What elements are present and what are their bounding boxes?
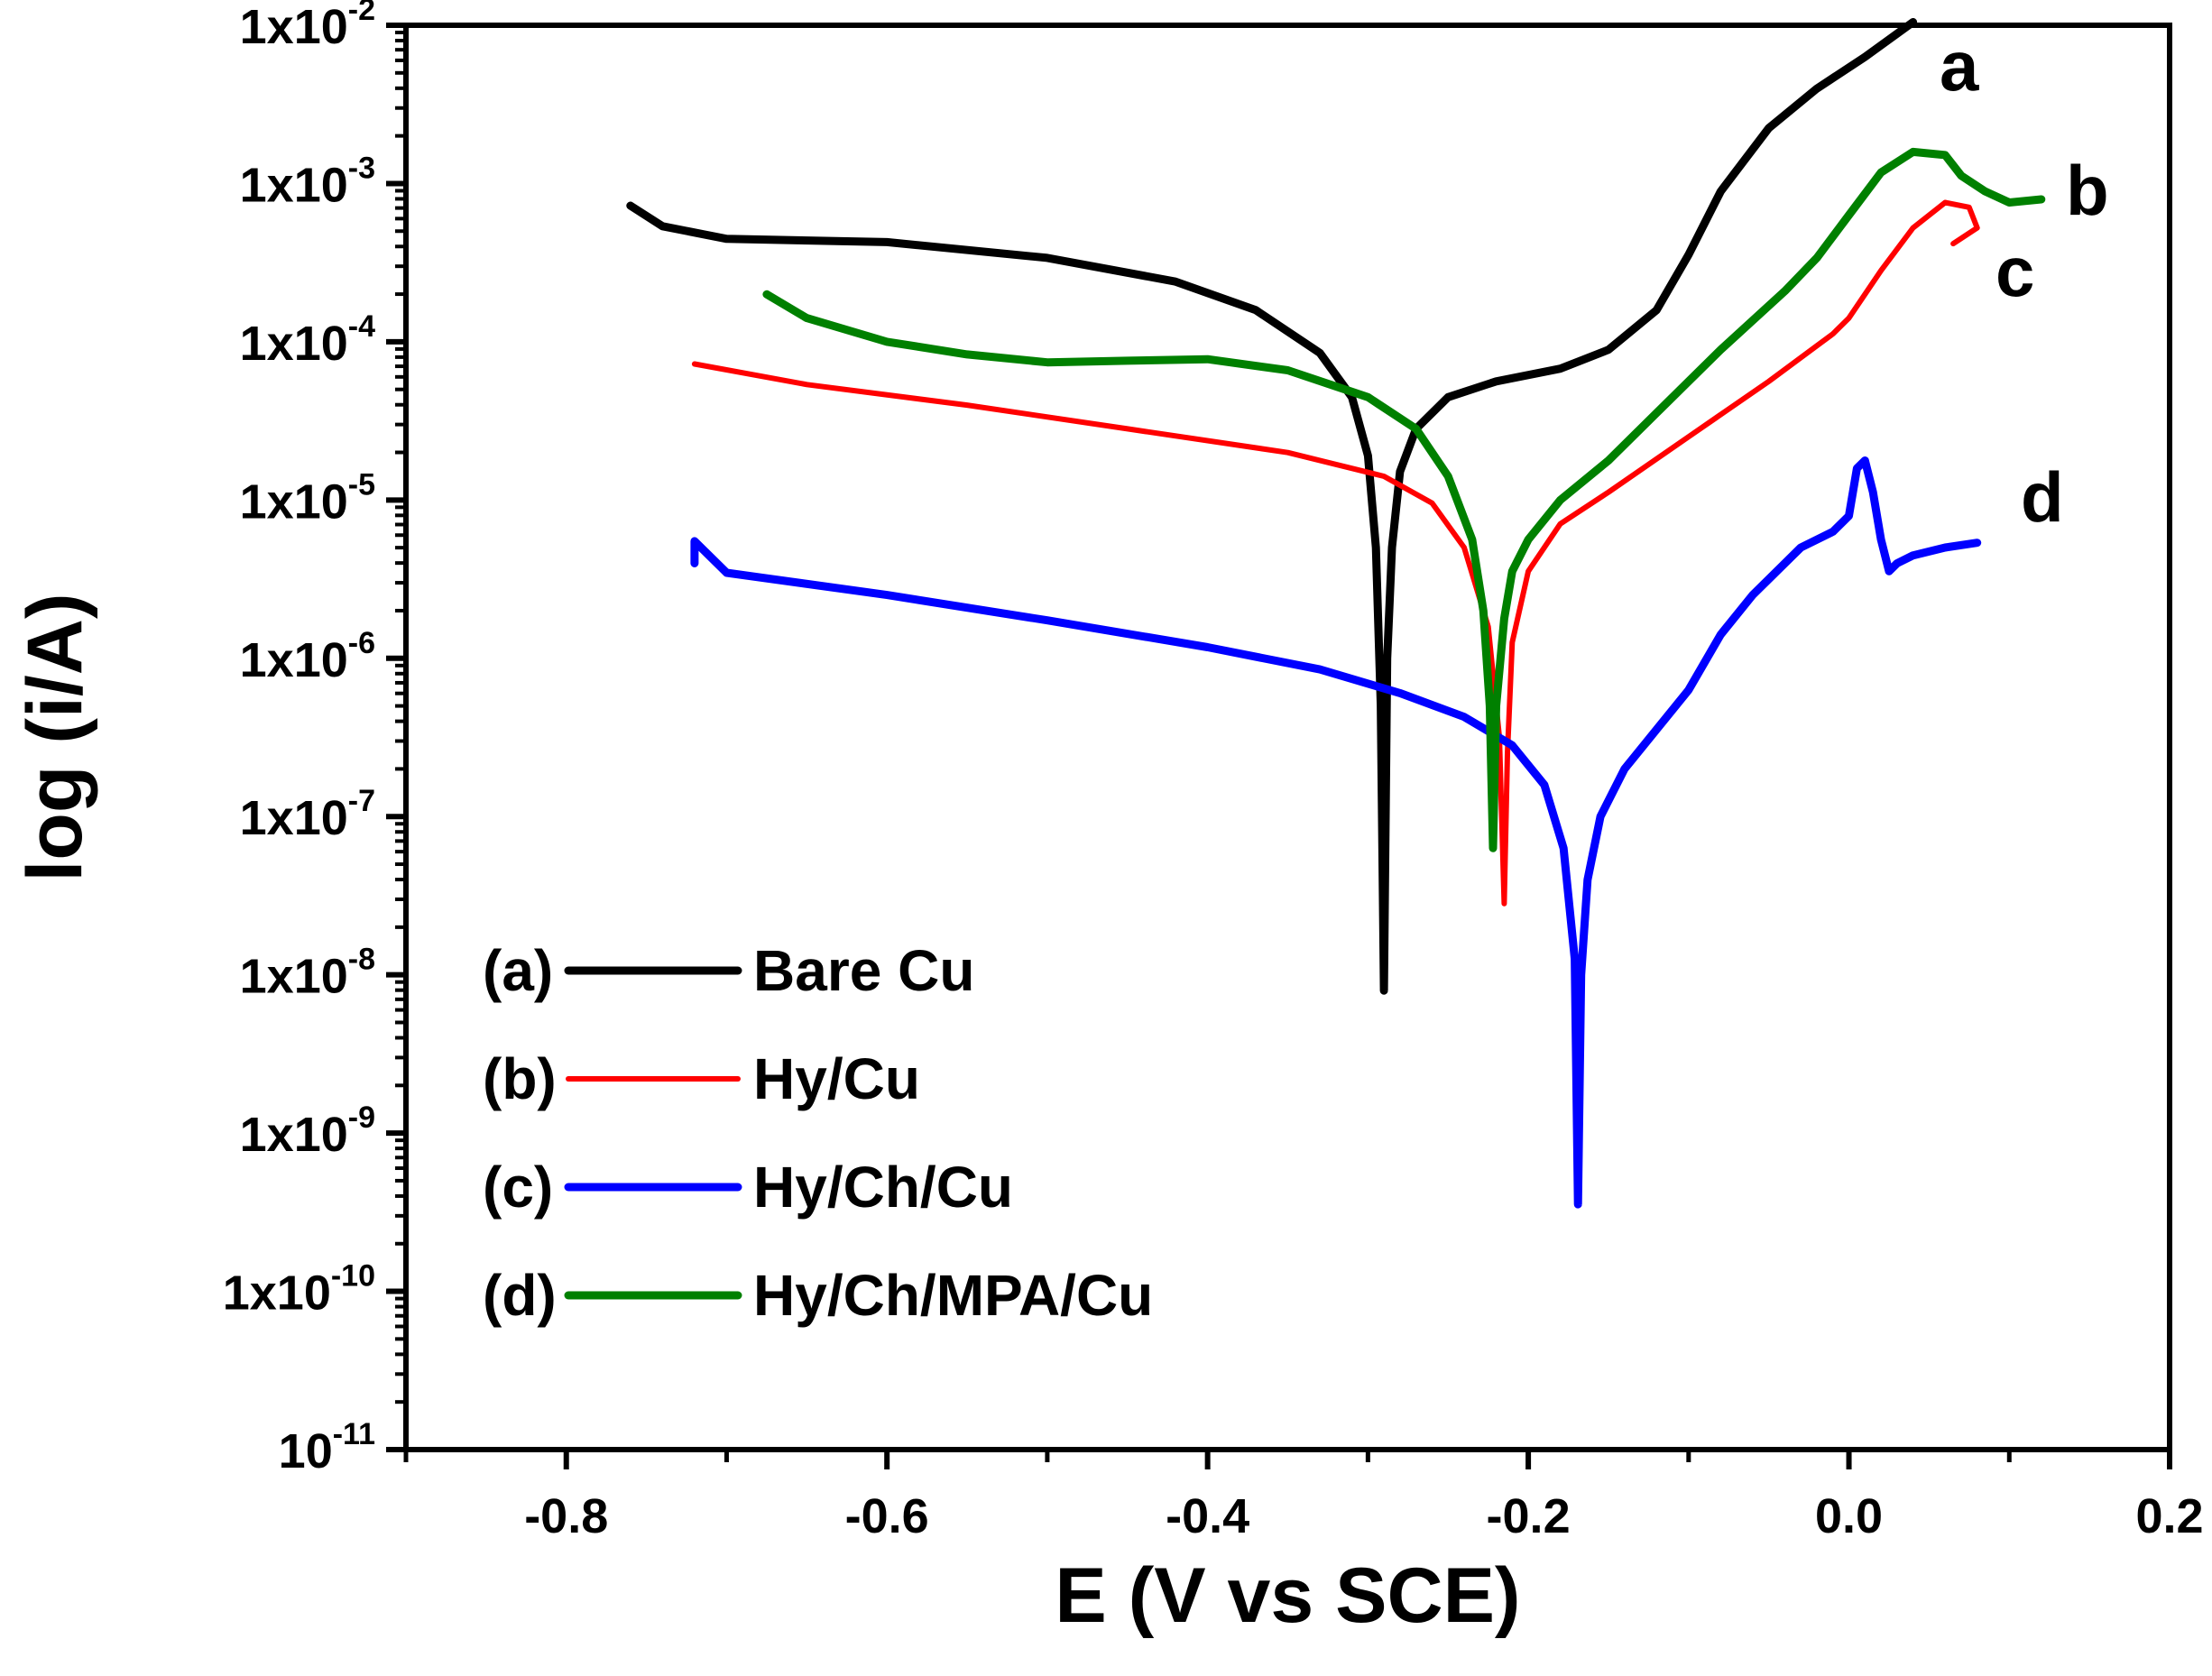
y-tick-label: 10-11 — [279, 1417, 375, 1478]
y-tick-exponent: -7 — [348, 784, 375, 818]
curve-tag-a: a — [1940, 26, 1979, 106]
y-tick-label: 1x10-9 — [240, 1100, 375, 1162]
y-tick-base: 1x10 — [240, 474, 348, 529]
curve-tag-c: c — [1995, 232, 2034, 311]
y-tick-exponent: -10 — [331, 1259, 375, 1294]
y-tick-label: 1x10-10 — [223, 1259, 375, 1321]
y-tick-label: 1x10-3 — [240, 151, 375, 212]
legend-tag: (b) — [483, 1046, 557, 1111]
y-tick-base: 1x10 — [240, 950, 348, 1004]
y-tick-base: 1x10 — [240, 317, 348, 371]
series-line-b — [691, 199, 1980, 907]
y-tick-exponent: -3 — [348, 151, 375, 185]
y-tick-exponent: -11 — [333, 1417, 375, 1451]
curve-tag-b: b — [2066, 151, 2109, 230]
x-tick-label: 0.0 — [1815, 1489, 1883, 1543]
y-tick-label: 1x10-4 — [240, 309, 375, 371]
curve-tag-d: d — [2021, 457, 2064, 537]
y-tick-label: 1x10-8 — [240, 943, 375, 1004]
series-line-d — [762, 147, 2046, 852]
y-tick-label: 1x10-6 — [240, 626, 375, 687]
y-tick-base: 10 — [279, 1424, 333, 1478]
curve-tags: a c d b — [1940, 26, 2109, 537]
legend-label: Hy/Ch/MPA/Cu — [753, 1263, 1153, 1328]
plot-frame — [403, 23, 2172, 1452]
y-tick-base: 1x10 — [240, 1108, 348, 1162]
legend: (a) Bare Cu (b) Hy/Cu (c) Hy/Ch/Cu (d) Hy/Ch/MP… — [483, 938, 1153, 1328]
y-tick-exponent: -6 — [348, 626, 375, 660]
legend-label: Hy/Cu — [753, 1046, 920, 1111]
y-tick-base: 1x10 — [223, 1266, 331, 1321]
y-tick-label: 1x10-2 — [240, 0, 375, 54]
x-tick-label: -0.4 — [1166, 1489, 1249, 1543]
series-line-a — [626, 18, 1918, 995]
legend-tag: (a) — [483, 938, 553, 1003]
y-tick-exponent: -8 — [348, 943, 375, 977]
legend-tag: (d) — [483, 1263, 557, 1328]
series-line-c — [690, 456, 1982, 1209]
y-tick-exponent: -2 — [348, 0, 375, 27]
y-tick-base: 1x10 — [240, 633, 348, 687]
y-tick-label: 1x10-7 — [240, 784, 375, 845]
axes: -0.8 -0.6 -0.4 -0.2 0.0 0.21x10-21x10-31x10-4… — [223, 0, 2204, 1543]
y-tick-base: 1x10 — [240, 0, 348, 54]
legend-label: Bare Cu — [753, 938, 974, 1003]
x-tick-label: -0.6 — [845, 1489, 929, 1543]
legend-tag: (c) — [483, 1155, 553, 1220]
legend-label: Hy/Ch/Cu — [753, 1155, 1013, 1220]
x-tick-label: -0.8 — [524, 1489, 608, 1543]
x-tick-label: -0.2 — [1487, 1489, 1571, 1543]
y-tick-exponent: -5 — [348, 467, 375, 502]
y-tick-exponent: -9 — [348, 1100, 375, 1135]
y-tick-label: 1x10-5 — [240, 467, 375, 529]
x-tick-label: 0.2 — [2135, 1489, 2203, 1543]
y-axis-title: log (i/A) — [12, 593, 98, 881]
y-tick-exponent: -4 — [348, 309, 375, 344]
y-tick-base: 1x10 — [240, 791, 348, 845]
y-tick-base: 1x10 — [240, 158, 348, 212]
x-axis-title: E (V vs SCE) — [1055, 1552, 1520, 1639]
series-group — [626, 18, 2046, 1209]
